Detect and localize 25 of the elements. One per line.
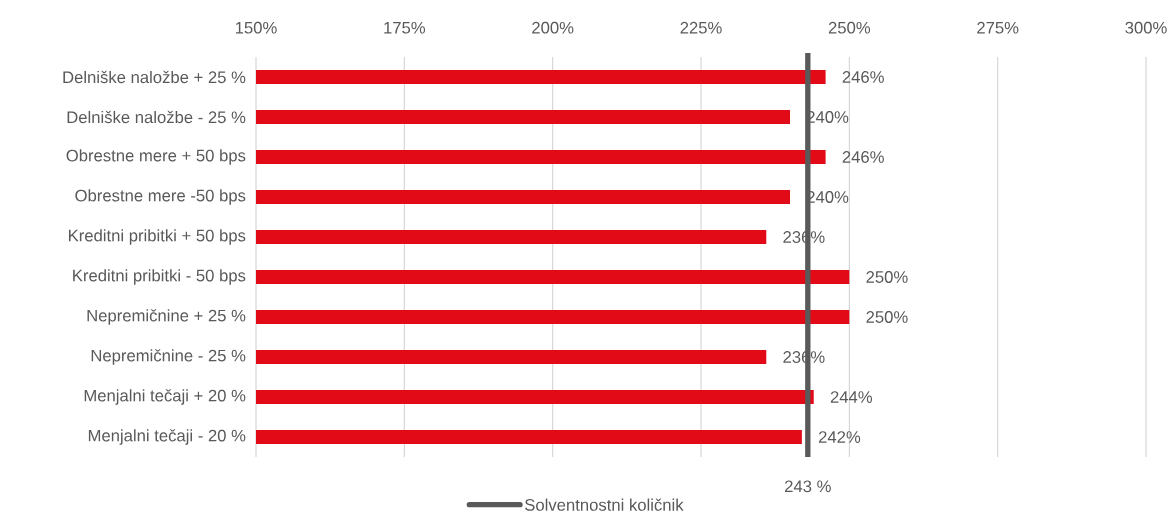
data-label: 246% <box>842 151 884 163</box>
x-tick-label: 225% <box>680 21 722 34</box>
y-tick-label: Obrestne mere + 50 bps <box>66 149 246 165</box>
text: Solventnostni količnik <box>525 498 684 511</box>
y-tick-label: Kreditni pribitki + 50 bps <box>68 229 246 245</box>
y-tick-label: Kreditni pribitki - 50 bps <box>73 269 246 285</box>
y-tick-label: Menjalni tečaji + 20 % <box>84 389 246 405</box>
x-tick-label: 175% <box>384 21 426 34</box>
x-tick-label: 150% <box>235 21 277 34</box>
data-label: 250% <box>866 311 908 323</box>
data-label: 246% <box>842 71 884 83</box>
x-tick-label: 300% <box>1125 21 1167 34</box>
y-tick-label: Delniške naložbe - 25 % <box>67 110 246 124</box>
data-label: 244% <box>830 391 873 403</box>
y-tick-label: Menjalni tečaji - 20 % <box>88 429 246 445</box>
ref-line-label: 243 % <box>785 480 831 493</box>
x-tick-label: 200% <box>532 21 574 34</box>
y-tick-label: Obrestne mere -50 bps <box>75 189 246 205</box>
y-tick-label: Delniške naložbe + 25 % <box>63 70 246 84</box>
y-tick-label: Nepremičnine - 25 % <box>91 349 246 365</box>
x-tick-label: 250% <box>828 21 871 34</box>
x-tick-label: 275% <box>977 21 1019 34</box>
y-tick-label: Nepremičnine + 25 % <box>87 309 246 325</box>
data-label: 242% <box>818 431 861 443</box>
data-label: 250% <box>866 271 908 283</box>
